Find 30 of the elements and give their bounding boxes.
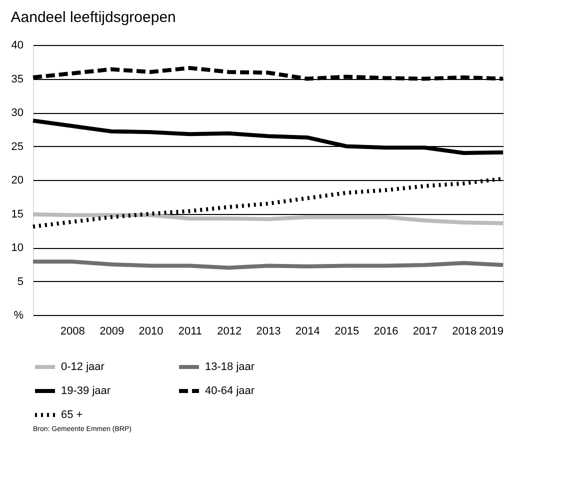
x-tick-label: 2009: [100, 326, 124, 338]
y-tick-label: 15: [11, 208, 24, 220]
y-tick-label: 10: [11, 242, 24, 254]
line-series: [31, 212, 505, 226]
x-tick-label: 2012: [217, 326, 242, 338]
x-tick-label: 2018: [452, 326, 477, 338]
legend-label: 65 +: [61, 409, 83, 421]
x-tick-label: 2015: [334, 326, 360, 338]
y-tick-label: 5: [17, 276, 24, 288]
chart-title: Aandeel leeftijdsgroepen: [10, 9, 176, 26]
legend-label: 19-39 jaar: [61, 385, 111, 397]
x-tick-label: 2010: [138, 326, 164, 338]
y-tick-label: 35: [11, 73, 24, 86]
x-tick-label: 2019: [479, 326, 504, 338]
x-tick-label: 2008: [60, 326, 85, 338]
legend-label: 0-12 jaar: [61, 361, 105, 373]
x-tick-label: 2011: [178, 326, 202, 338]
y-tick-label: %: [14, 310, 24, 322]
y-tick-label: 30: [11, 107, 24, 119]
x-tick-label: 2016: [374, 326, 398, 338]
line-series: [31, 118, 505, 155]
y-tick-label: 40: [11, 40, 24, 52]
x-tick-label: 2013: [256, 326, 281, 338]
line-series: [31, 260, 505, 270]
x-tick-label: 2014: [295, 326, 320, 338]
legend-label: 40-64 jaar: [205, 385, 255, 397]
y-tick-label: 20: [11, 174, 24, 186]
legend-label: 13-18 jaar: [205, 361, 255, 373]
y-tick-label: 25: [11, 140, 24, 153]
x-tick-label: 2017: [412, 326, 438, 338]
